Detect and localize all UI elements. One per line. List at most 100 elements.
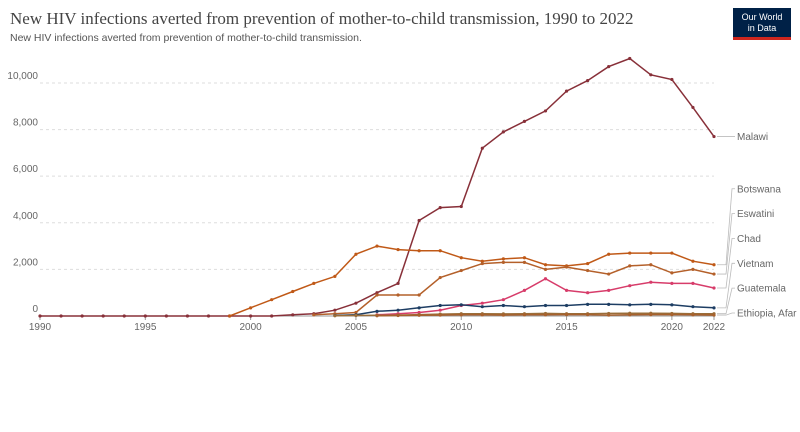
data-point (459, 303, 463, 307)
data-point (164, 314, 168, 318)
data-point (375, 293, 379, 297)
data-point (670, 313, 674, 317)
data-point (480, 146, 484, 150)
data-point (670, 281, 674, 285)
x-tick-label: 2020 (661, 322, 684, 333)
data-point (185, 314, 190, 318)
data-point (375, 291, 379, 295)
data-point (649, 73, 653, 77)
data-point (459, 256, 463, 260)
x-tick-label: 2000 (240, 322, 263, 333)
data-point (628, 251, 632, 255)
data-point (628, 313, 632, 317)
data-point (101, 314, 105, 318)
series-label: Botswana (737, 184, 781, 195)
data-point (354, 252, 358, 256)
data-point (712, 263, 716, 267)
series-label: Guatemala (737, 284, 786, 295)
data-point (501, 257, 505, 261)
logo[interactable]: Our World in Data (733, 8, 791, 40)
data-point (564, 89, 569, 93)
series-line (40, 57, 715, 317)
data-point (628, 264, 632, 268)
data-point (586, 261, 590, 266)
data-point (543, 303, 548, 308)
data-point (333, 314, 337, 318)
data-point (628, 56, 632, 61)
label-connector (717, 213, 735, 275)
data-point (375, 244, 379, 248)
series-label: Vietnam (737, 259, 774, 270)
data-point (522, 305, 527, 309)
data-point (396, 313, 400, 318)
data-point (670, 251, 674, 255)
label-connector (717, 312, 735, 316)
series-line (313, 261, 715, 316)
y-tick-label: 6,000 (13, 164, 38, 175)
data-point (691, 267, 695, 271)
data-point (59, 314, 63, 318)
data-point (227, 314, 232, 318)
data-point (417, 306, 421, 310)
data-point (459, 268, 463, 273)
data-point (522, 260, 527, 264)
data-point (249, 306, 253, 310)
data-point (628, 303, 632, 307)
x-tick-label: 2015 (555, 322, 578, 333)
y-tick-label: 10,000 (7, 71, 38, 82)
data-point (543, 277, 548, 281)
data-point (564, 288, 569, 292)
data-point (143, 314, 147, 318)
data-point (438, 206, 442, 210)
data-point (522, 256, 527, 260)
data-point (649, 251, 653, 255)
data-point (691, 313, 695, 317)
data-point (122, 314, 126, 318)
data-point (480, 305, 484, 309)
data-point (607, 65, 611, 69)
data-point (691, 305, 695, 309)
data-point (564, 265, 569, 269)
series-line (229, 245, 715, 317)
data-point (607, 252, 611, 256)
data-point (564, 303, 569, 308)
chart-subtitle: New HIV infections averted from preventi… (10, 32, 362, 44)
data-point (38, 314, 42, 318)
logo-text: in Data (748, 23, 777, 33)
x-tick-label: 1990 (29, 322, 52, 333)
series-label: Chad (737, 234, 761, 245)
data-point (649, 302, 653, 306)
label-connector (717, 262, 735, 309)
series-label: Ethiopia, Afar (737, 309, 797, 320)
x-tick-label: 2010 (450, 322, 473, 333)
data-point (712, 306, 716, 310)
data-point (459, 313, 463, 317)
data-point (501, 260, 505, 264)
data-point (396, 308, 400, 312)
data-point (333, 308, 337, 312)
data-point (312, 281, 316, 285)
data-point (607, 313, 611, 317)
data-point (396, 247, 400, 252)
data-point (270, 314, 274, 318)
data-point (649, 280, 653, 284)
data-point (670, 271, 674, 275)
x-tick-label: 2005 (345, 322, 368, 333)
y-tick-label: 4,000 (13, 211, 38, 222)
data-point (249, 314, 253, 318)
data-point (691, 105, 695, 110)
data-point (459, 204, 463, 209)
data-point (712, 134, 716, 139)
data-point (480, 313, 484, 317)
series-label: Eswatini (737, 209, 774, 220)
data-point (480, 261, 484, 266)
data-point (649, 313, 653, 317)
data-point (564, 313, 569, 317)
data-point (501, 303, 505, 308)
data-point (417, 293, 421, 297)
data-point (586, 313, 590, 317)
data-point (712, 272, 716, 276)
data-point (543, 263, 548, 267)
label-connector (717, 287, 735, 315)
data-point (522, 119, 527, 124)
